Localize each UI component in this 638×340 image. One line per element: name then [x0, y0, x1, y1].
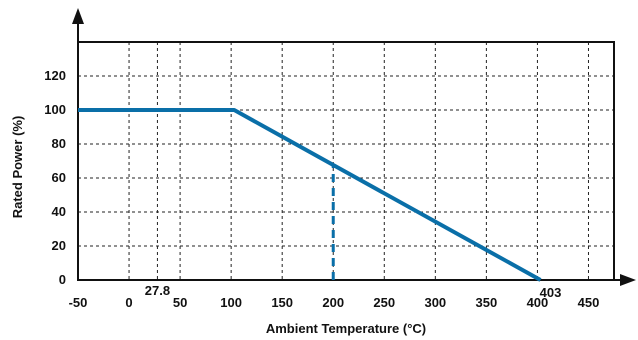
- annotation-label: 403: [540, 285, 562, 300]
- y-tick-label: 100: [44, 102, 66, 117]
- x-tick-labels: -50 0 50 100 150 200 250 300 350 400 450: [69, 295, 600, 310]
- x-tick-label: 0: [125, 295, 132, 310]
- y-tick-label: 120: [44, 68, 66, 83]
- series-line: [78, 108, 542, 282]
- x-tick-label: 250: [373, 295, 395, 310]
- annotations: 27.8 403: [145, 283, 562, 300]
- y-axis-arrow-icon: [72, 8, 84, 24]
- series: [78, 108, 542, 282]
- y-tick-label: 60: [52, 170, 66, 185]
- x-tick-label: 400: [527, 295, 549, 310]
- annotation-label: 27.8: [145, 283, 170, 298]
- x-tick-label: 300: [424, 295, 446, 310]
- y-tick-label: 80: [52, 136, 66, 151]
- grid: [78, 41, 614, 280]
- x-tick-label: -50: [69, 295, 88, 310]
- x-axis-title: Ambient Temperature (°C): [266, 321, 426, 336]
- y-tick-labels: 0 20 40 60 80 100 120: [44, 68, 66, 287]
- y-tick-label: 0: [59, 272, 66, 287]
- x-tick-label: 50: [173, 295, 187, 310]
- x-tick-label: 450: [578, 295, 600, 310]
- y-axis-title: Rated Power (%): [10, 116, 25, 219]
- x-tick-label: 100: [220, 295, 242, 310]
- y-tick-label: 20: [52, 238, 66, 253]
- y-tick-label: 40: [52, 204, 66, 219]
- plot-frame: [77, 41, 615, 281]
- x-axis-arrow-icon: [620, 274, 636, 286]
- x-tick-label: 150: [271, 295, 293, 310]
- x-tick-label: 200: [322, 295, 344, 310]
- axes: [72, 8, 636, 286]
- x-tick-label: 350: [476, 295, 498, 310]
